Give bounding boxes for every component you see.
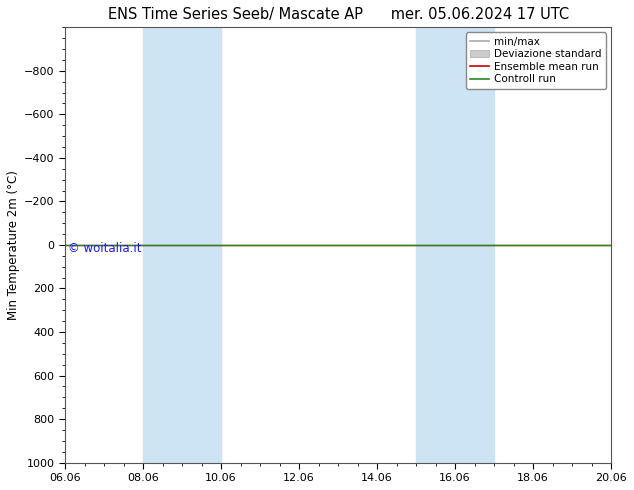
Legend: min/max, Deviazione standard, Ensemble mean run, Controll run: min/max, Deviazione standard, Ensemble m… [466,32,606,89]
Y-axis label: Min Temperature 2m (°C): Min Temperature 2m (°C) [7,170,20,320]
Bar [416,27,494,463]
Text: © woitalia.it: © woitalia.it [68,242,141,254]
Bar [143,27,221,463]
Title: ENS Time Series Seeb/ Mascate AP      mer. 05.06.2024 17 UTC: ENS Time Series Seeb/ Mascate AP mer. 05… [108,7,569,22]
